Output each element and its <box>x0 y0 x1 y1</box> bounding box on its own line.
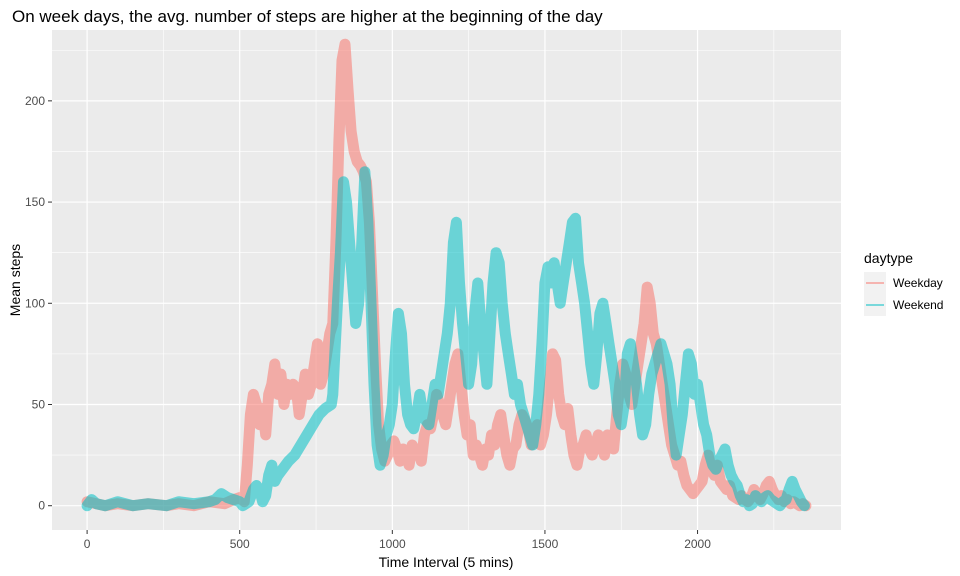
chart-title: On week days, the avg. number of steps a… <box>12 7 603 26</box>
y-axis: 0 50 100 150 200 <box>25 94 52 513</box>
x-axis: 0 500 1000 1500 2000 <box>84 530 711 551</box>
y-tick-label: 50 <box>32 397 46 411</box>
y-tick-label: 150 <box>25 195 45 209</box>
y-axis-title: Mean steps <box>7 244 23 316</box>
series-layer <box>81 38 812 512</box>
legend-label-weekday: Weekday <box>893 276 943 290</box>
y-tick-label: 100 <box>25 296 45 310</box>
x-axis-title: Time Interval (5 mins) <box>379 554 514 570</box>
x-tick-label: 2000 <box>684 537 711 551</box>
legend-items: Weekday Weekend <box>864 272 943 316</box>
y-tick-label: 200 <box>25 94 45 108</box>
x-tick-label: 1500 <box>532 537 559 551</box>
series-line-weekend <box>81 166 810 512</box>
x-tick-label: 1000 <box>379 537 406 551</box>
legend-title: daytype <box>864 250 913 266</box>
series-line-weekday <box>81 38 812 512</box>
x-tick-label: 500 <box>230 537 250 551</box>
y-tick-label: 0 <box>38 499 45 513</box>
legend: daytype Weekday Weekend <box>864 250 943 316</box>
x-tick-label: 0 <box>84 537 91 551</box>
minor-gridlines <box>52 30 841 530</box>
legend-label-weekend: Weekend <box>893 298 943 312</box>
